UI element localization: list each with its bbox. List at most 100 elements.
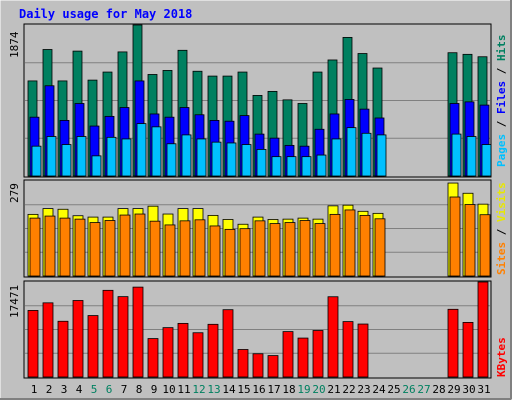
bar-sites-day-30 bbox=[464, 204, 476, 277]
chart-title: Daily usage for May 2018 bbox=[19, 7, 192, 21]
panel-0-bars bbox=[25, 24, 492, 177]
x-tick-label-day-8: 8 bbox=[136, 383, 143, 396]
bar-kbytes-day-15 bbox=[237, 349, 249, 378]
bar-sites-day-11 bbox=[179, 220, 191, 277]
bar-sites-day-15 bbox=[239, 228, 251, 277]
x-tick-label-day-31: 31 bbox=[477, 383, 490, 396]
bar-kbytes-day-29 bbox=[447, 308, 459, 378]
max-label-hits: 1874 bbox=[8, 31, 21, 58]
x-axis-day-labels: 1 2 3 4 5 6 7 8 9 10 11 12 13 14 15 16 17 18 19 20 21 22 23 24 2… bbox=[31, 383, 491, 396]
bar-pages-day-21 bbox=[331, 138, 342, 177]
bar-pages-day-12 bbox=[196, 138, 207, 177]
bar-pages-day-31 bbox=[481, 144, 492, 177]
bar-pages-day-15 bbox=[241, 144, 252, 177]
legend-segment-1-0: Sites bbox=[495, 242, 508, 275]
x-tick-label-day-15: 15 bbox=[237, 383, 250, 396]
x-tick-label-day-13: 13 bbox=[207, 383, 220, 396]
bar-sites-day-20 bbox=[314, 223, 326, 277]
bar-pages-day-14 bbox=[226, 142, 237, 177]
bar-sites-day-31 bbox=[479, 214, 491, 277]
bar-sites-day-8 bbox=[134, 213, 146, 277]
bar-kbytes-day-2 bbox=[42, 302, 54, 378]
x-tick-label-day-3: 3 bbox=[61, 383, 68, 396]
x-tick-label-day-25: 25 bbox=[387, 383, 400, 396]
x-tick-label-day-19: 19 bbox=[297, 383, 310, 396]
legend-pages-files-hits: Pages / Files / Hits bbox=[495, 35, 508, 168]
x-tick-label-day-16: 16 bbox=[252, 383, 265, 396]
bar-sites-day-14 bbox=[224, 228, 236, 277]
bar-kbytes-day-10 bbox=[162, 327, 174, 378]
bar-sites-day-24 bbox=[374, 218, 386, 277]
bar-pages-day-8 bbox=[136, 123, 147, 177]
x-tick-label-day-18: 18 bbox=[282, 383, 295, 396]
x-tick-label-day-28: 28 bbox=[432, 383, 445, 396]
bar-kbytes-day-12 bbox=[192, 332, 204, 378]
x-tick-label-day-14: 14 bbox=[222, 383, 236, 396]
bar-sites-day-2 bbox=[44, 215, 56, 277]
bar-sites-day-21 bbox=[329, 213, 341, 277]
legend-segment-2-0: KBytes bbox=[495, 337, 508, 377]
bar-sites-day-6 bbox=[104, 220, 116, 277]
bar-kbytes-day-1 bbox=[27, 310, 39, 378]
bar-pages-day-24 bbox=[376, 134, 387, 177]
legend-kbytes: KBytes bbox=[495, 337, 508, 377]
x-tick-label-day-4: 4 bbox=[76, 383, 83, 396]
bar-kbytes-day-16 bbox=[252, 353, 264, 378]
bar-pages-day-7 bbox=[121, 138, 132, 177]
bar-sites-day-5 bbox=[89, 222, 101, 277]
panel-2-bars bbox=[25, 281, 490, 378]
bar-pages-day-16 bbox=[256, 149, 267, 177]
bar-pages-day-9 bbox=[151, 126, 162, 177]
bar-kbytes-day-7 bbox=[117, 296, 129, 378]
bar-pages-day-2 bbox=[46, 136, 57, 177]
bar-kbytes-day-14 bbox=[222, 309, 234, 378]
bar-pages-day-4 bbox=[76, 136, 87, 177]
bar-pages-day-19 bbox=[301, 156, 312, 177]
x-tick-label-day-2: 2 bbox=[46, 383, 53, 396]
bar-pages-day-17 bbox=[271, 156, 282, 177]
bar-pages-day-11 bbox=[181, 134, 192, 177]
bar-pages-day-22 bbox=[346, 127, 357, 177]
bar-sites-day-4 bbox=[74, 218, 86, 277]
bar-kbytes-day-19 bbox=[297, 337, 309, 378]
legend-segment-0-0: Pages bbox=[495, 134, 508, 167]
bar-sites-day-7 bbox=[119, 214, 131, 277]
legend-segment-1-2: Visits bbox=[495, 182, 508, 222]
bar-sites-day-19 bbox=[299, 220, 311, 277]
x-tick-label-day-7: 7 bbox=[121, 383, 128, 396]
bar-pages-day-13 bbox=[211, 141, 222, 177]
x-tick-label-day-1: 1 bbox=[31, 383, 38, 396]
legend-segment-0-1: / bbox=[495, 114, 508, 134]
legend-segment-0-3: / bbox=[495, 61, 508, 81]
bar-kbytes-day-22 bbox=[342, 321, 354, 378]
x-tick-label-day-24: 24 bbox=[372, 383, 386, 396]
bar-sites-day-22 bbox=[344, 209, 356, 277]
bar-pages-day-6 bbox=[106, 136, 117, 177]
bar-sites-day-12 bbox=[194, 219, 206, 277]
bar-kbytes-day-5 bbox=[87, 315, 99, 378]
x-tick-label-day-11: 11 bbox=[177, 383, 190, 396]
bar-sites-day-3 bbox=[59, 217, 71, 277]
bar-kbytes-day-9 bbox=[147, 338, 159, 378]
legend-segment-0-2: Files bbox=[495, 81, 508, 114]
x-tick-label-day-17: 17 bbox=[267, 383, 280, 396]
bar-pages-day-30 bbox=[466, 136, 477, 177]
bar-kbytes-day-31 bbox=[477, 281, 489, 378]
bar-kbytes-day-18 bbox=[282, 331, 294, 378]
x-tick-label-day-29: 29 bbox=[447, 383, 460, 396]
bar-kbytes-day-3 bbox=[57, 320, 69, 378]
x-tick-label-day-10: 10 bbox=[162, 383, 175, 396]
bar-sites-day-17 bbox=[269, 223, 281, 277]
x-tick-label-day-21: 21 bbox=[327, 383, 340, 396]
x-tick-label-day-27: 27 bbox=[417, 383, 430, 396]
bar-kbytes-day-13 bbox=[207, 323, 219, 378]
bar-sites-day-29 bbox=[449, 196, 461, 277]
panel-1-bars bbox=[25, 182, 491, 277]
bar-sites-day-1 bbox=[29, 217, 41, 277]
max-label-visits: 279 bbox=[8, 183, 21, 203]
bar-pages-day-18 bbox=[286, 156, 297, 177]
legend-segment-1-1: / bbox=[495, 222, 508, 242]
x-tick-label-day-5: 5 bbox=[91, 383, 98, 396]
legend-segment-0-4: Hits bbox=[495, 35, 508, 62]
